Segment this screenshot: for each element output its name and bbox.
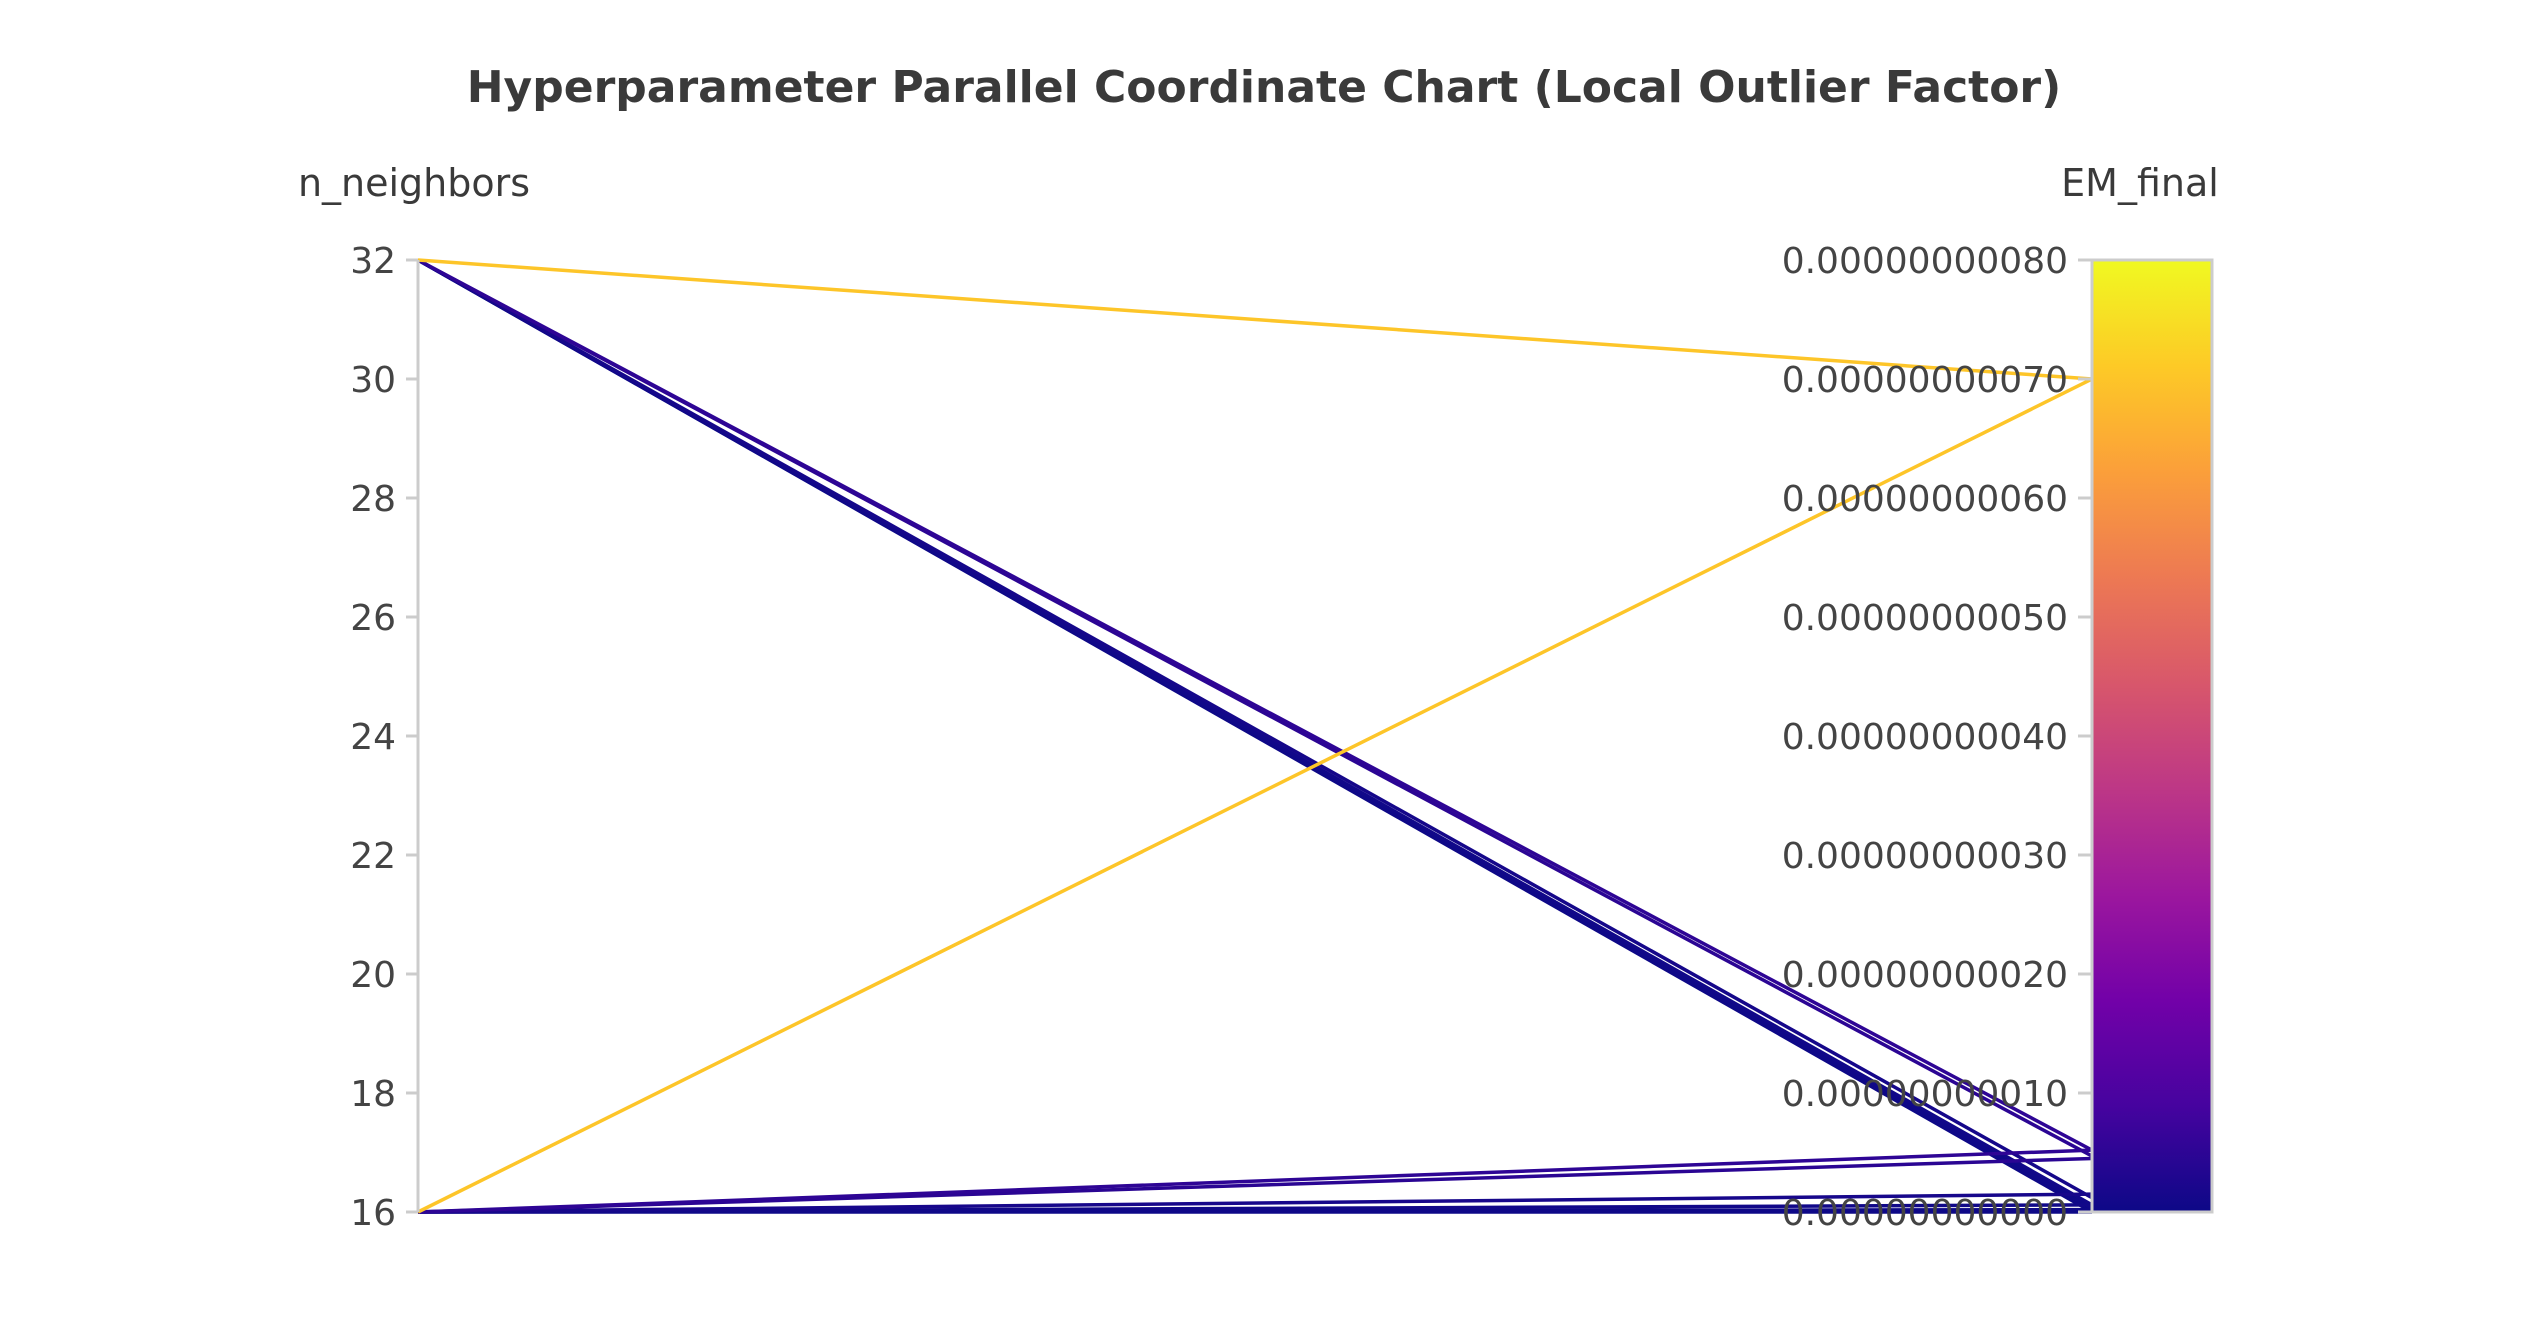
em-final-tick-label: 0.00000000060 [1782, 479, 2068, 520]
n-neighbors-tick-label: 26 [350, 598, 396, 639]
run-lines [417, 258, 2093, 1214]
n-neighbors-tick-label: 16 [350, 1193, 396, 1234]
n-neighbors-tick-label: 22 [350, 836, 396, 877]
axis-title-n-neighbors[interactable]: n_neighbors [298, 161, 530, 205]
em-final-tick-label: 0.00000000000 [1782, 1193, 2068, 1234]
run-line [417, 258, 2093, 1200]
chart-title: Hyperparameter Parallel Coordinate Chart… [467, 62, 2062, 113]
n-neighbors-tick-label: 32 [350, 241, 396, 282]
em-final-colorbar[interactable] [2092, 260, 2212, 1212]
run-line [417, 258, 2093, 1152]
colorbar-frame [2090, 258, 2214, 1214]
n-neighbors-tick-label: 30 [350, 360, 396, 401]
n-neighbors-tick-label: 18 [350, 1074, 396, 1115]
em-final-tick-label: 0.00000000030 [1782, 836, 2068, 877]
em-final-ticks: 0.00000000000 0.00000000010 0.00000000020 0… [1782, 241, 2092, 1234]
run-line [417, 258, 2093, 381]
run-line [417, 1192, 2093, 1214]
run-line [417, 1148, 2093, 1214]
em-final-tick-label: 0.00000000050 [1782, 598, 2068, 639]
n-neighbors-tick-label: 20 [350, 955, 396, 996]
axis-title-em-final[interactable]: EM_final [2061, 161, 2219, 205]
run-line [417, 377, 2093, 1214]
em-final-tick-label: 0.00000000020 [1782, 955, 2068, 996]
run-line [417, 1203, 2093, 1214]
em-final-tick-label: 0.00000000080 [1782, 241, 2068, 282]
em-final-tick-label: 0.00000000040 [1782, 717, 2068, 758]
em-final-tick-label: 0.00000000010 [1782, 1074, 2068, 1115]
n-neighbors-ticks: 16 18 20 22 24 26 28 30 32 [350, 241, 418, 1234]
n-neighbors-tick-label: 28 [350, 479, 396, 520]
n-neighbors-tick-label: 24 [350, 717, 396, 758]
em-final-tick-label: 0.00000000070 [1782, 360, 2068, 401]
